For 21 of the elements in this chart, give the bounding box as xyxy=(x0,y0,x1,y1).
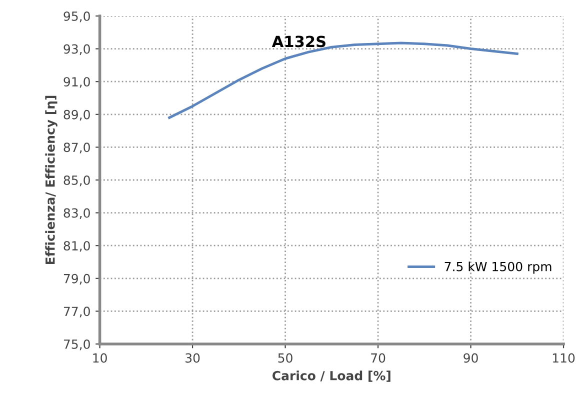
y-tick-label: 77,0 xyxy=(64,306,90,318)
x-tick-label: 30 xyxy=(186,353,200,363)
y-tick-label: 91,0 xyxy=(64,77,90,88)
y-tick-label: 89,0 xyxy=(64,110,90,121)
y-tick-label: 79,0 xyxy=(64,274,90,285)
x-tick-label: 10 xyxy=(93,353,107,363)
y-tick-label: 85,0 xyxy=(64,175,90,186)
x-axis-title: Carico / Load [%] xyxy=(272,370,390,382)
text: A132S xyxy=(272,36,326,48)
y-tick-label: 83,0 xyxy=(64,208,90,219)
x-tick-label: 110 xyxy=(552,353,575,363)
x-tick-label: 90 xyxy=(464,353,478,363)
x-tick-label: 70 xyxy=(371,353,386,363)
y-tick-label: 95,0 xyxy=(64,11,90,22)
y-tick-label: 87,0 xyxy=(64,142,90,154)
y-axis-title: Efficienza/ Efficiency [η] xyxy=(45,96,58,264)
legend-label: 7.5 kW 1500 rpm xyxy=(444,262,552,274)
y-tick-label: 75,0 xyxy=(64,339,90,350)
x-tick-label: 50 xyxy=(278,353,292,363)
y-tick-label: 93,0 xyxy=(64,44,90,55)
y-tick-label: 81,0 xyxy=(64,241,90,252)
